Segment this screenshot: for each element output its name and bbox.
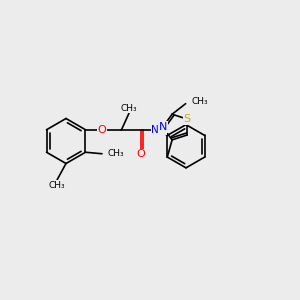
Text: N: N (159, 122, 167, 132)
Text: O: O (98, 125, 106, 135)
Text: NH: NH (151, 125, 167, 135)
Text: S: S (184, 114, 191, 124)
Text: CH₃: CH₃ (107, 149, 124, 158)
Text: CH₃: CH₃ (121, 104, 137, 112)
Text: CH₃: CH₃ (49, 181, 65, 190)
Text: O: O (136, 149, 146, 159)
Text: CH₃: CH₃ (191, 97, 208, 106)
